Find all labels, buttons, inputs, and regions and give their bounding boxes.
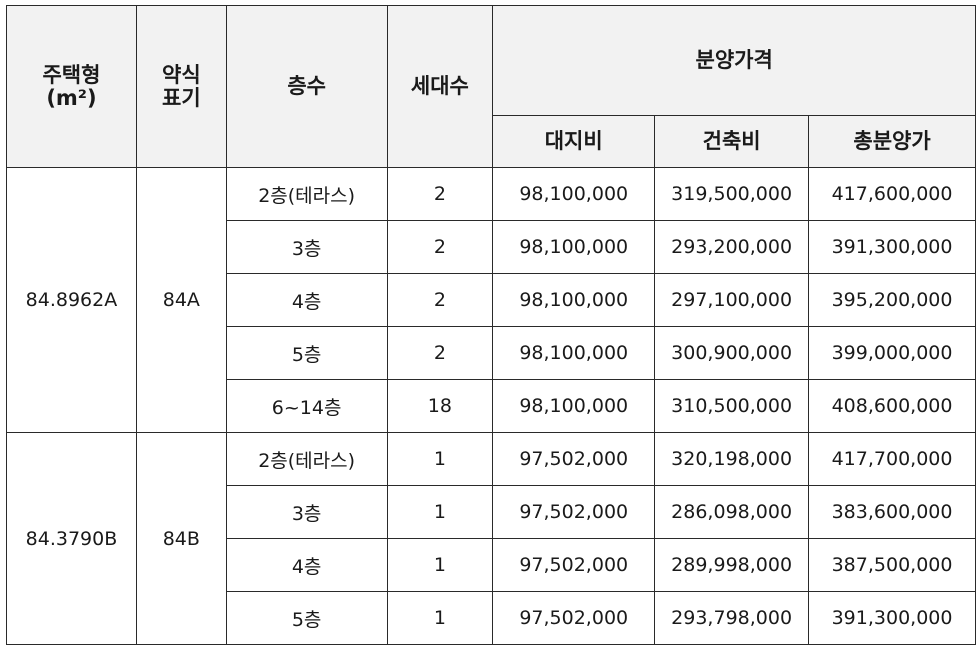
header-abbreviation: 약식 표기 bbox=[135, 5, 227, 168]
building-cost-cell: 293,798,000 bbox=[654, 591, 810, 645]
price-table: 주택형 (m²) 약식 표기 층수 세대수 분양가격 대지비 건축비 총분양가 … bbox=[6, 5, 976, 645]
table-row: 84.3790B 84B 2층(테라스) 1 97,502,000 320,19… bbox=[6, 432, 976, 645]
building-cost-cell: 293,200,000 bbox=[654, 220, 810, 274]
households-cell: 2 bbox=[386, 167, 494, 221]
header-house-type-line2: (m²) bbox=[46, 85, 97, 110]
households-cell: 2 bbox=[386, 220, 494, 274]
header-sale-price: 분양가격 bbox=[492, 5, 976, 116]
households-cell: 1 bbox=[386, 591, 494, 645]
land-cost-cell: 98,100,000 bbox=[492, 220, 656, 274]
table-row: 3층 1 97,502,000 286,098,000 383,600,000 bbox=[7, 485, 976, 539]
table-row: 84.8962A 84A 2층(테라스) 2 98,100,000 319,50… bbox=[6, 167, 976, 433]
building-cost-cell: 320,198,000 bbox=[654, 432, 810, 486]
total-price-cell: 395,200,000 bbox=[808, 273, 976, 327]
total-price-cell: 391,300,000 bbox=[808, 220, 976, 274]
building-cost-cell: 300,900,000 bbox=[654, 326, 810, 380]
total-price-cell: 417,600,000 bbox=[808, 167, 976, 221]
floor-cell: 4층 bbox=[225, 273, 388, 327]
total-price-cell: 408,600,000 bbox=[808, 379, 976, 433]
building-cost-cell: 319,500,000 bbox=[654, 167, 810, 221]
land-cost-cell: 97,502,000 bbox=[492, 432, 656, 486]
land-cost-cell: 97,502,000 bbox=[492, 591, 656, 645]
households-cell: 1 bbox=[386, 432, 494, 486]
households-cell: 18 bbox=[386, 379, 494, 433]
floor-cell: 5층 bbox=[225, 326, 388, 380]
header-floor: 층수 bbox=[225, 5, 388, 168]
land-cost-cell: 98,100,000 bbox=[492, 167, 656, 221]
floor-cell: 6~14층 bbox=[225, 379, 388, 433]
abbreviation-cell: 84B bbox=[135, 432, 227, 645]
floor-cell: 2층(테라스) bbox=[225, 432, 388, 486]
land-cost-cell: 97,502,000 bbox=[492, 485, 656, 539]
header-building-cost: 건축비 bbox=[654, 115, 810, 168]
total-price-cell: 387,500,000 bbox=[808, 538, 976, 592]
header-land-cost: 대지비 bbox=[492, 115, 656, 168]
table-row: 4층 2 98,100,000 297,100,000 395,200,000 bbox=[7, 273, 976, 327]
table-row: 5층 1 97,502,000 293,798,000 391,300,000 bbox=[7, 591, 976, 645]
table-row: 4층 1 97,502,000 289,998,000 387,500,000 bbox=[7, 538, 976, 592]
header-abbreviation-line1: 약식 bbox=[162, 62, 201, 87]
table-row: 6~14층 18 98,100,000 310,500,000 408,600,… bbox=[7, 379, 976, 433]
table-header: 주택형 (m²) 약식 표기 층수 세대수 분양가격 대지비 건축비 총분양가 bbox=[6, 5, 976, 168]
building-cost-cell: 297,100,000 bbox=[654, 273, 810, 327]
table-row: 5층 2 98,100,000 300,900,000 399,000,000 bbox=[7, 326, 976, 380]
land-cost-cell: 97,502,000 bbox=[492, 538, 656, 592]
floor-cell: 3층 bbox=[225, 220, 388, 274]
building-cost-cell: 310,500,000 bbox=[654, 379, 810, 433]
header-abbreviation-line2: 표기 bbox=[162, 85, 201, 110]
building-cost-cell: 289,998,000 bbox=[654, 538, 810, 592]
total-price-cell: 391,300,000 bbox=[808, 591, 976, 645]
households-cell: 1 bbox=[386, 538, 494, 592]
land-cost-cell: 98,100,000 bbox=[492, 273, 656, 327]
land-cost-cell: 98,100,000 bbox=[492, 326, 656, 380]
households-cell: 1 bbox=[386, 485, 494, 539]
header-house-type-line1: 주택형 bbox=[42, 62, 101, 87]
land-cost-cell: 98,100,000 bbox=[492, 379, 656, 433]
floor-cell: 3층 bbox=[225, 485, 388, 539]
total-price-cell: 383,600,000 bbox=[808, 485, 976, 539]
building-cost-cell: 286,098,000 bbox=[654, 485, 810, 539]
floor-cell: 4층 bbox=[225, 538, 388, 592]
total-price-cell: 417,700,000 bbox=[808, 432, 976, 486]
header-households: 세대수 bbox=[386, 5, 494, 168]
house-type-cell: 84.8962A bbox=[6, 167, 137, 433]
header-house-type: 주택형 (m²) bbox=[6, 5, 137, 168]
floor-cell: 2층(테라스) bbox=[225, 167, 388, 221]
table-body: 84.8962A 84A 2층(테라스) 2 98,100,000 319,50… bbox=[6, 167, 976, 645]
abbreviation-cell: 84A bbox=[135, 167, 227, 433]
total-price-cell: 399,000,000 bbox=[808, 326, 976, 380]
floor-cell: 5층 bbox=[225, 591, 388, 645]
households-cell: 2 bbox=[386, 326, 494, 380]
table-row: 3층 2 98,100,000 293,200,000 391,300,000 bbox=[7, 220, 976, 274]
header-total-price: 총분양가 bbox=[808, 115, 976, 168]
house-type-cell: 84.3790B bbox=[6, 432, 137, 645]
households-cell: 2 bbox=[386, 273, 494, 327]
